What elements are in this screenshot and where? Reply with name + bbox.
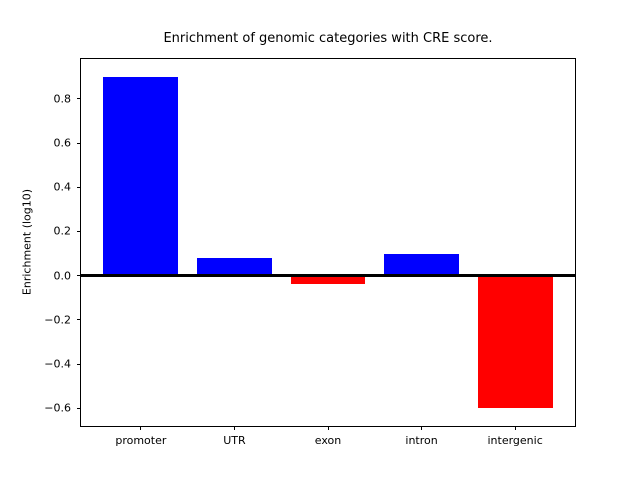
x-tick-mark-intron (421, 426, 423, 430)
bar-intron (384, 253, 459, 276)
zero-line (81, 274, 575, 277)
y-tick-mark-0.6 (77, 142, 81, 144)
y-tick-mark-0.4 (77, 186, 81, 188)
x-tick-label-promoter: promoter (115, 434, 167, 447)
bar-intergenic (477, 275, 553, 409)
y-tick-label-0.0: 0.0 (53, 269, 72, 283)
y-tick-label-−0.4: −0.4 (44, 357, 71, 371)
plot-area: 0.8 0.6 0.4 0.2 0.0 −0.2 −0.4 −0.6 promoter UTR ex… (44, 58, 576, 447)
bar-promoter (103, 76, 179, 276)
y-tick-label-0.8: 0.8 (53, 92, 72, 106)
y-tick-mark-0.2 (77, 230, 81, 232)
y-tick-mark-0.8 (77, 98, 81, 100)
y-tick-mark-−0.6 (77, 407, 81, 409)
y-axis-label: Enrichment (log10) (20, 188, 34, 296)
y-tick-mark-−0.4 (77, 363, 81, 365)
x-tick-label-intron: intron (405, 434, 438, 447)
y-tick-mark-0.0 (77, 275, 81, 277)
y-tick-label-0.6: 0.6 (53, 136, 72, 150)
x-tick-mark-promoter (140, 426, 142, 430)
bar-exon (290, 275, 366, 285)
y-tick-label-0.2: 0.2 (53, 224, 72, 238)
x-tick-mark-UTR (233, 426, 235, 430)
x-tick-mark-intergenic (514, 426, 516, 430)
y-tick-label-−0.6: −0.6 (44, 401, 71, 415)
x-tick-label-intergenic: intergenic (487, 434, 543, 447)
chart-title: Enrichment of genomic categories with CR… (163, 31, 493, 46)
x-tick-mark-exon (327, 426, 329, 430)
bar-UTR (197, 257, 272, 276)
x-tick-label-UTR: UTR (223, 434, 246, 447)
y-tick-label-0.4: 0.4 (53, 180, 72, 194)
y-tick-mark-−0.2 (77, 319, 81, 321)
y-tick-label-−0.2: −0.2 (44, 313, 71, 327)
x-tick-label-exon: exon (314, 434, 342, 447)
